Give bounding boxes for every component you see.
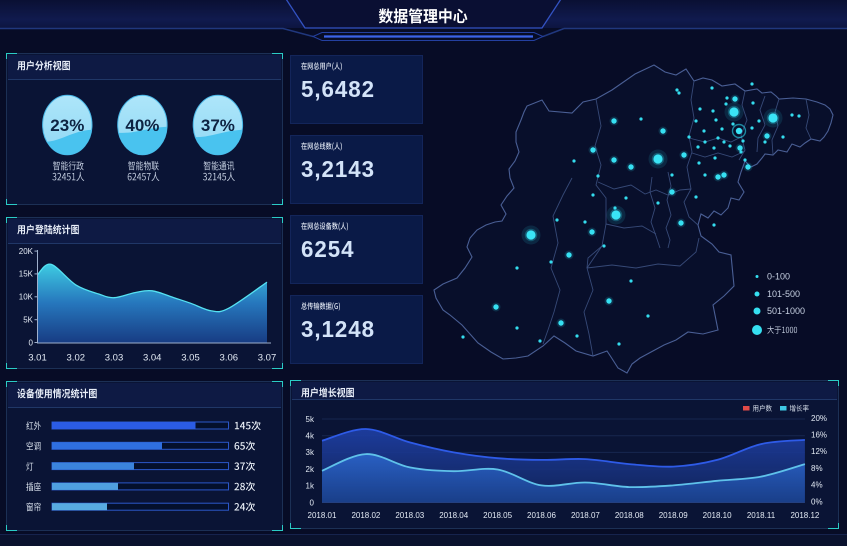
- svg-text:2018.07: 2018.07: [571, 511, 600, 520]
- svg-text:501-1000: 501-1000: [767, 306, 805, 316]
- svg-text:2018.03: 2018.03: [395, 511, 424, 520]
- svg-text:5K: 5K: [23, 316, 33, 325]
- svg-text:2018.02: 2018.02: [351, 511, 380, 520]
- svg-text:2018.11: 2018.11: [747, 511, 776, 520]
- svg-text:2k: 2k: [306, 465, 315, 474]
- svg-text:3.01: 3.01: [28, 353, 47, 364]
- svg-text:37%: 37%: [201, 116, 235, 135]
- svg-text:3.05: 3.05: [181, 353, 200, 364]
- svg-text:20K: 20K: [19, 247, 34, 256]
- svg-text:2018.08: 2018.08: [615, 511, 644, 520]
- svg-text:2018.12: 2018.12: [790, 511, 819, 520]
- svg-text:2018.10: 2018.10: [703, 511, 732, 520]
- svg-text:20%: 20%: [811, 414, 827, 423]
- svg-text:3.03: 3.03: [105, 353, 124, 364]
- svg-text:23%: 23%: [50, 116, 84, 135]
- svg-text:1k: 1k: [306, 482, 315, 491]
- svg-text:2018.01: 2018.01: [308, 511, 337, 520]
- svg-text:2018.04: 2018.04: [439, 511, 468, 520]
- svg-text:2018.06: 2018.06: [527, 511, 556, 520]
- svg-text:15K: 15K: [19, 270, 34, 279]
- svg-text:3.02: 3.02: [67, 353, 86, 364]
- svg-text:3k: 3k: [306, 448, 315, 457]
- svg-text:0-100: 0-100: [767, 271, 790, 281]
- svg-text:2018.09: 2018.09: [659, 511, 688, 520]
- svg-text:4k: 4k: [306, 432, 315, 441]
- svg-text:10K: 10K: [19, 293, 34, 302]
- svg-text:0: 0: [310, 498, 315, 507]
- svg-text:16%: 16%: [811, 431, 827, 440]
- svg-text:40%: 40%: [125, 116, 159, 135]
- svg-text:101-500: 101-500: [767, 289, 800, 299]
- svg-text:0%: 0%: [811, 497, 823, 506]
- svg-text:4%: 4%: [811, 481, 823, 490]
- svg-text:3.04: 3.04: [143, 353, 162, 364]
- svg-text:3.06: 3.06: [220, 353, 239, 364]
- svg-text:0: 0: [29, 338, 34, 347]
- svg-text:12%: 12%: [811, 447, 827, 456]
- svg-text:8%: 8%: [811, 464, 823, 473]
- svg-text:5k: 5k: [306, 415, 315, 424]
- svg-text:2018.05: 2018.05: [483, 511, 512, 520]
- svg-text:3.07: 3.07: [258, 353, 277, 364]
